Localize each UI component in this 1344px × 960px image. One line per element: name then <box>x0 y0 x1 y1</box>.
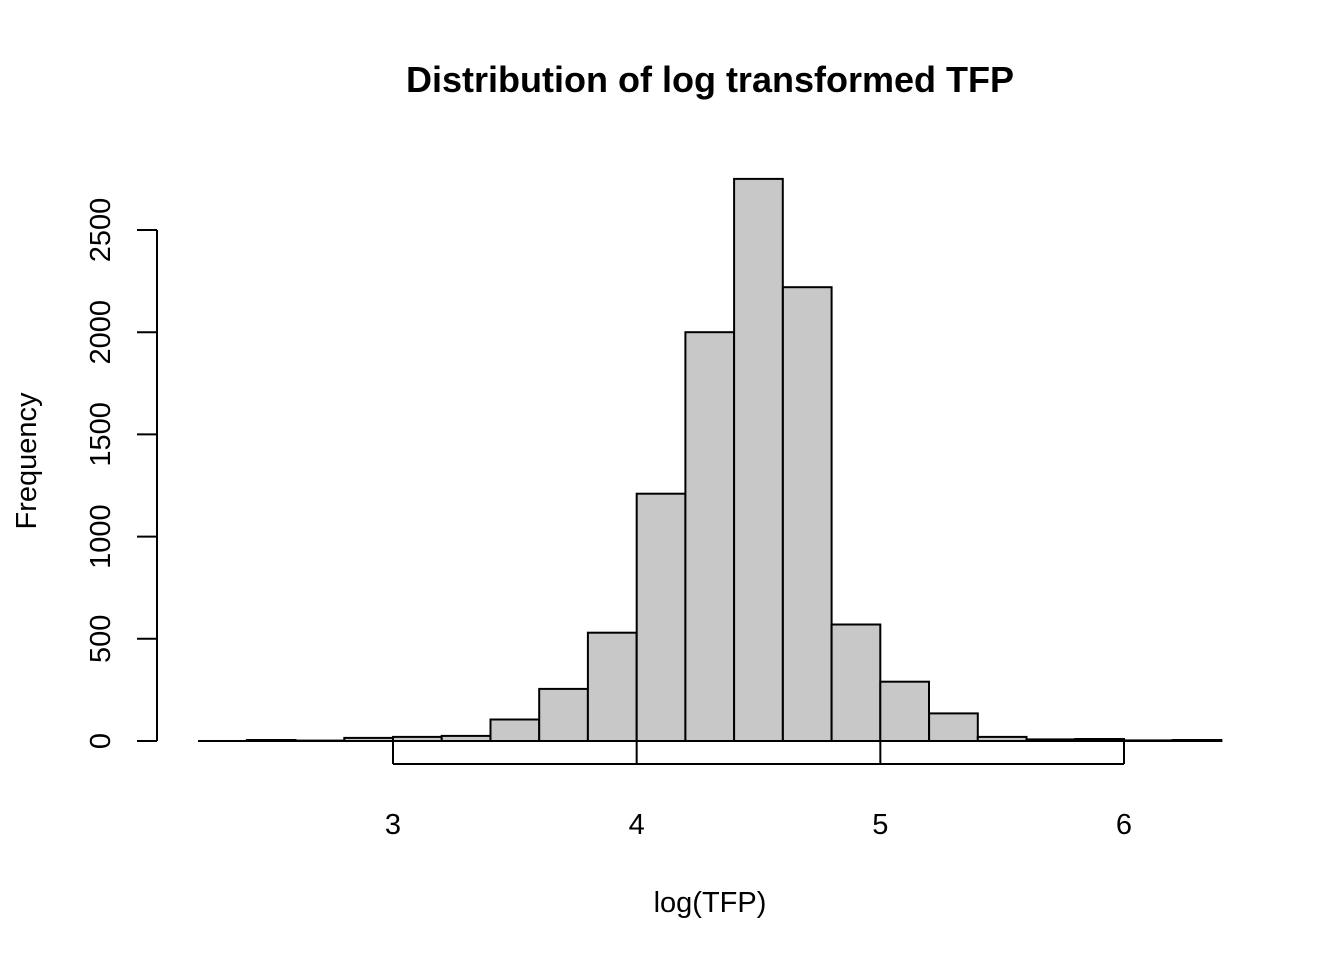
y-axis: 0 500 1000 1500 2000 2500 <box>85 198 158 749</box>
histogram-bar <box>928 712 979 743</box>
x-axis-label: log(TFP) <box>654 887 767 919</box>
bars-group <box>198 177 1223 743</box>
histogram-bar <box>830 623 882 742</box>
histogram-bar <box>733 177 784 742</box>
y-tick-label: 500 <box>85 615 117 663</box>
y-tick-label: 2500 <box>85 198 117 263</box>
y-tick-label: 1500 <box>85 402 117 467</box>
x-tick-label: 3 <box>385 809 401 841</box>
histogram-bar <box>635 492 687 743</box>
y-axis-label: Frequency <box>11 392 43 530</box>
histogram-bar <box>684 331 736 742</box>
histogram-bar <box>781 286 833 742</box>
histogram-bar <box>586 631 638 743</box>
histogram-bar <box>879 680 930 743</box>
chart-title: Distribution of log transformed TFP <box>406 59 1014 100</box>
y-tick-label: 0 <box>85 733 117 749</box>
histogram-bar <box>538 687 589 743</box>
x-tick-label: 6 <box>1116 809 1132 841</box>
y-tick-label: 1000 <box>85 504 117 569</box>
histogram-bar <box>489 718 541 742</box>
y-tick-label: 2000 <box>85 300 117 365</box>
x-tick-label: 5 <box>872 809 888 841</box>
x-tick-label: 4 <box>629 809 645 841</box>
x-axis: 3 4 5 6 <box>385 742 1132 841</box>
